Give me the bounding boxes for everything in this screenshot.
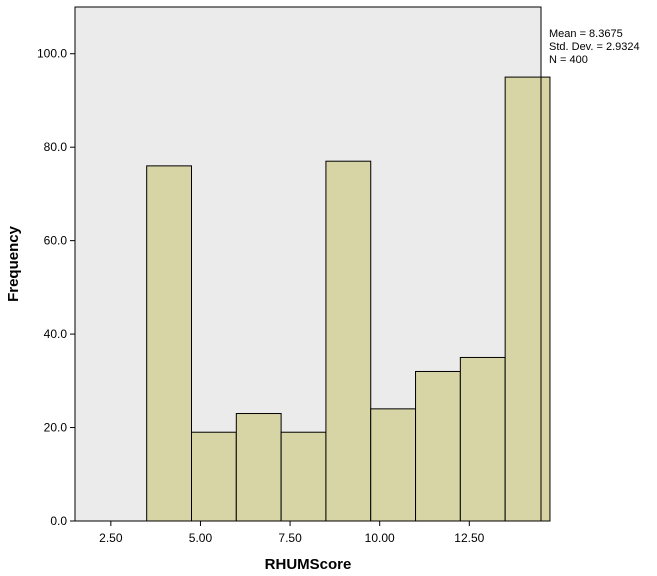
x-axis-label: RHUMScore <box>265 556 352 573</box>
histogram-bar-4 <box>280 431 327 522</box>
stat-std-dev: Std. Dev. = 2.9324 <box>549 41 640 53</box>
histogram-bar-1 <box>146 165 192 522</box>
y-tick-label: 20.0 <box>44 421 68 435</box>
x-tick-label: 10.00 <box>365 531 395 545</box>
stats-box: Mean = 8.3675 Std. Dev. = 2.9324 N = 400 <box>549 28 640 67</box>
histogram-bar-5 <box>325 160 372 522</box>
stat-mean: Mean = 8.3675 <box>549 28 623 40</box>
histogram-bar-6 <box>370 408 417 522</box>
histogram-bar-3 <box>235 413 282 522</box>
x-tick-label: 7.50 <box>278 531 302 545</box>
stat-n: N = 400 <box>549 54 588 66</box>
y-tick-label: 40.0 <box>44 327 68 341</box>
histogram-bar-7 <box>415 370 461 522</box>
x-tick-label: 5.00 <box>189 531 213 545</box>
x-tick-label: 2.50 <box>99 531 123 545</box>
plot-frame <box>74 6 542 522</box>
y-tick-label: 60.0 <box>44 234 68 248</box>
histogram-bar-9 <box>504 76 551 522</box>
y-tick-label: 100.0 <box>37 47 67 61</box>
histogram-bar-2 <box>191 431 237 522</box>
y-axis-label: Frequency <box>5 225 22 302</box>
x-tick-label: 12.50 <box>454 531 484 545</box>
histogram-bar-8 <box>459 356 506 522</box>
y-tick-label: 80.0 <box>44 140 68 154</box>
y-tick-label: 0.0 <box>50 514 67 528</box>
